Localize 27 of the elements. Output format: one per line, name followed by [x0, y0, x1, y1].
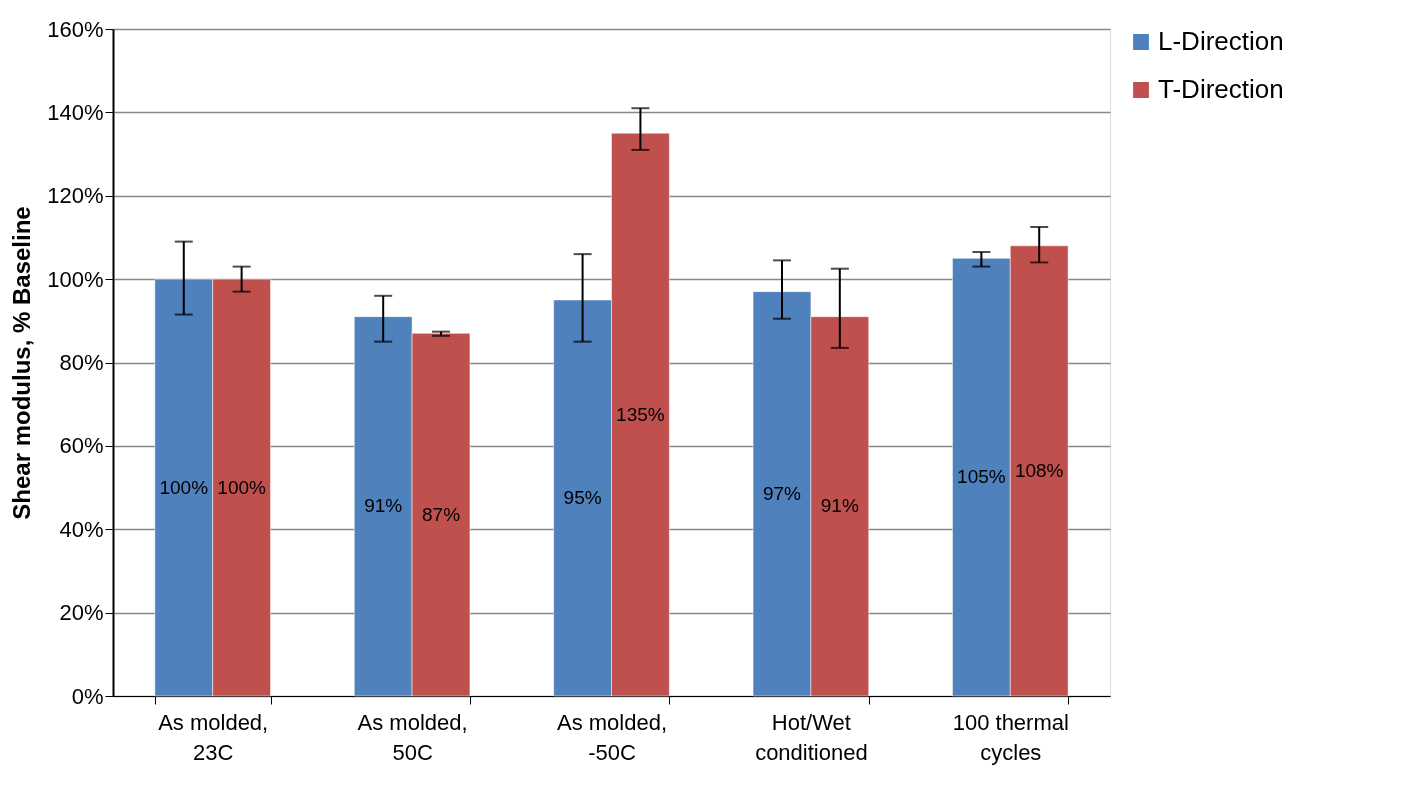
y-tick-label: 60%	[59, 433, 104, 459]
y-tick-label: 40%	[59, 516, 104, 542]
data-label: 91%	[364, 495, 403, 517]
y-tick-label: 0%	[71, 683, 104, 709]
data-label: 95%	[563, 486, 602, 508]
y-tick-label: 80%	[59, 350, 104, 375]
y-tick-label: 120%	[47, 183, 104, 209]
x-tick-label: As molded, -50C	[556, 709, 668, 765]
x-tick-label: As molded, 50C	[357, 709, 468, 765]
data-label: 108%	[1014, 459, 1064, 481]
legend-label: L-Direction	[1158, 26, 1284, 56]
x-tick-label: Hot/Wet conditioned	[755, 709, 868, 765]
y-tick-label: 140%	[47, 99, 104, 125]
data-label: 105%	[957, 466, 1006, 488]
x-tick-label: 100 thermal cycles	[952, 709, 1069, 765]
data-label: 100%	[159, 476, 209, 498]
data-label: 91%	[820, 495, 859, 517]
data-label: 97%	[762, 482, 802, 504]
y-tick-label: 160%	[47, 16, 104, 42]
data-label: 100%	[217, 476, 267, 498]
data-label: 135%	[616, 403, 665, 425]
legend-label: T-Direction	[1158, 74, 1284, 104]
y-tick-label: 20%	[59, 600, 104, 626]
y-tick-label: 100%	[47, 266, 104, 292]
x-tick-label: As molded, 23C	[158, 709, 269, 765]
y-axis-title: Shear modulus, % Baseline	[8, 206, 36, 520]
data-label: 87%	[422, 503, 461, 525]
